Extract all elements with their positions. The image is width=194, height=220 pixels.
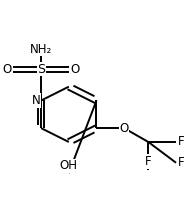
Text: NH₂: NH₂ (30, 42, 52, 56)
Text: F: F (178, 156, 184, 169)
Text: O: O (3, 63, 12, 76)
Text: OH: OH (60, 159, 78, 172)
Text: S: S (37, 63, 45, 76)
Text: F: F (178, 136, 184, 149)
Text: O: O (71, 63, 80, 76)
Text: N: N (32, 94, 40, 107)
Text: F: F (145, 155, 152, 168)
Text: O: O (120, 122, 129, 135)
